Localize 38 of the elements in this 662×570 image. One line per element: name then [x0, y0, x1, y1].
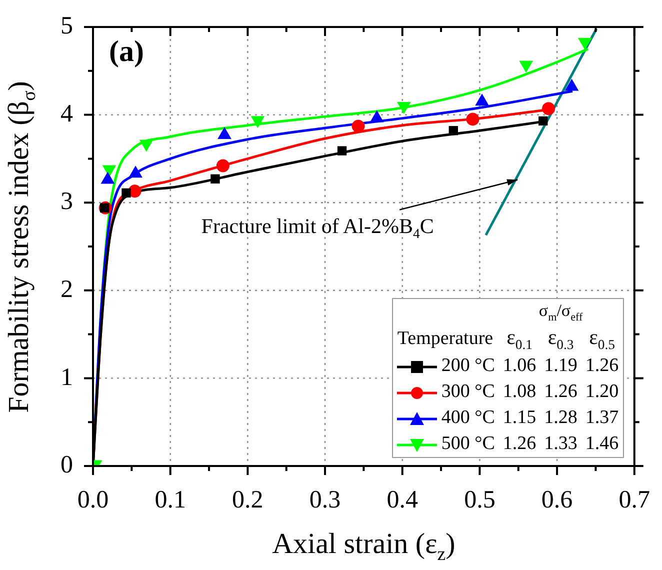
- x-tick-label: 0.0: [77, 486, 109, 514]
- legend-label: 300 °C: [440, 380, 496, 404]
- x-tick-label: 0.1: [154, 486, 186, 514]
- annotation: 1.15: [502, 406, 538, 430]
- legend-label: 200 °C: [440, 354, 496, 378]
- annotation: 1.26: [584, 354, 620, 378]
- y-tick-label: 0: [60, 452, 73, 479]
- annotation: ε$_{0.5}$: [588, 324, 616, 353]
- y-tick-label: 3: [60, 188, 73, 216]
- legend-title: Temperature: [396, 326, 494, 351]
- x-tick-label: 0.5: [464, 486, 496, 514]
- annotation: 1.28: [543, 406, 578, 430]
- annotation: 1.19: [543, 354, 578, 378]
- x-axis-title: Axial strain (ε$_{z}$): [272, 528, 456, 566]
- annotation: 1.33: [543, 432, 578, 456]
- annotation: 1.08: [502, 380, 538, 404]
- legend-label: 500 °C: [440, 432, 496, 456]
- x-tick-label: 0.6: [541, 486, 573, 514]
- annotation: 1.26: [502, 432, 538, 456]
- annotation: 1.06: [502, 354, 538, 378]
- annotation: 1.37: [584, 406, 620, 430]
- annotation: ε$_{0.3}$: [546, 324, 575, 353]
- annotation: 1.20: [584, 380, 620, 404]
- annotation: ε$_{0.1}$: [506, 324, 534, 353]
- y-tick-label: 1: [60, 364, 73, 391]
- x-tick-label: 0.7: [618, 486, 650, 514]
- annotation: (a): [109, 35, 144, 69]
- annotation: Fracture limit of Al-2%B$_{4}$C: [201, 214, 434, 242]
- y-tick-label: 5: [60, 12, 73, 40]
- x-tick-label: 0.3: [309, 486, 341, 514]
- annotation: 1.26: [543, 380, 578, 404]
- annotation: σ$_{m}$/σ$_{eff}$: [538, 300, 584, 325]
- y-tick-label: 4: [60, 100, 74, 128]
- y-tick-label: 2: [60, 276, 73, 303]
- x-tick-label: 0.2: [232, 486, 264, 514]
- annotation: 1.46: [584, 432, 620, 456]
- x-tick-label: 0.4: [386, 486, 418, 514]
- legend-label: 400 °C: [440, 406, 496, 430]
